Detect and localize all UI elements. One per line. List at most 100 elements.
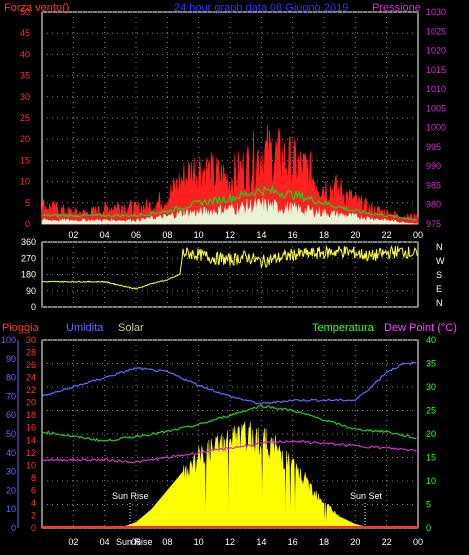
time-tick-label-top: 22 bbox=[382, 230, 392, 240]
pressure-tick-label: 990 bbox=[426, 161, 441, 171]
wind-pressure-grid bbox=[42, 11, 418, 225]
rain-tick-label: 14 bbox=[26, 435, 36, 445]
rain-tick-label: 30 bbox=[26, 335, 36, 345]
time-tick-label-top: 14 bbox=[256, 230, 266, 240]
time-tick-label-bottom: 20 bbox=[350, 537, 360, 547]
wind-speed-tick-label: 35 bbox=[20, 71, 30, 81]
rain-tick-label: 8 bbox=[31, 473, 36, 483]
humidity-legend-label: Umidita bbox=[66, 322, 104, 334]
time-tick-label-bottom: 14 bbox=[256, 537, 266, 547]
temperature-tick-label: 35 bbox=[426, 359, 436, 369]
wind-speed-tick-label: 10 bbox=[20, 177, 30, 187]
pressure-tick-label: 1030 bbox=[426, 7, 446, 17]
wind-speed-tick-label: 50 bbox=[20, 7, 30, 17]
humidity-tick-label: 0 bbox=[11, 523, 16, 533]
rain-tick-label: 16 bbox=[26, 423, 36, 433]
temperature-tick-label: 20 bbox=[426, 429, 436, 439]
humidity-axis-ticks: 0 10 20 30 40 50 60 70 80 90 100 bbox=[1, 335, 19, 533]
humidity-tick-label: 70 bbox=[6, 391, 16, 401]
bottom-series bbox=[41, 361, 418, 528]
direction-tick-label: 270 bbox=[21, 253, 36, 263]
time-axis-ticks-top: 02 04 06 08 10 12 14 16 18 20 22 00 bbox=[68, 230, 423, 240]
wind-speed-tick-label: 0 bbox=[25, 219, 30, 229]
humidity-tick-label: 30 bbox=[6, 467, 16, 477]
sun-annotations: Sun Rise Sun Set Sun Rise bbox=[112, 491, 383, 547]
humidity-tick-label: 20 bbox=[6, 485, 16, 495]
direction-tick-label: 360 bbox=[21, 237, 36, 247]
pressure-tick-label: 1000 bbox=[426, 123, 446, 133]
time-tick-label-bottom: 04 bbox=[100, 537, 110, 547]
temperature-axis-ticks: 0 5 10 15 20 25 30 35 40 bbox=[426, 335, 436, 533]
wind-speed-axis-label: Forza vento() bbox=[4, 2, 69, 14]
pressure-tick-label: 995 bbox=[426, 142, 441, 152]
pressure-tick-label: 1020 bbox=[426, 46, 446, 56]
time-tick-label-bottom: 06 bbox=[131, 537, 141, 547]
humidity-tick-label: 40 bbox=[6, 448, 16, 458]
humidity-tick-label: 90 bbox=[6, 354, 16, 364]
wind-speed-tick-label: 20 bbox=[20, 134, 30, 144]
time-tick-label-bottom: 12 bbox=[225, 537, 235, 547]
temperature-tick-label: 30 bbox=[426, 382, 436, 392]
temperature-tick-label: 15 bbox=[426, 453, 436, 463]
compass-label: W bbox=[436, 256, 445, 266]
compass-label: S bbox=[436, 270, 442, 280]
gust-series-area bbox=[41, 124, 419, 225]
wind-speed-tick-label: 30 bbox=[20, 92, 30, 102]
rain-tick-label: 4 bbox=[31, 498, 36, 508]
direction-tick-label: 0 bbox=[31, 302, 36, 312]
time-tick-label-bottom: 16 bbox=[288, 537, 298, 547]
time-tick-label-top: 06 bbox=[131, 230, 141, 240]
rain-tick-label: 28 bbox=[26, 348, 36, 358]
sun-set-annotation: Sun Set bbox=[350, 491, 383, 501]
pressure-axis-ticks: 975 980 985 990 995 1000 1005 1010 1015 1020 1025 1… bbox=[426, 7, 446, 229]
pressure-tick-label: 1010 bbox=[426, 84, 446, 94]
average-series-line bbox=[41, 184, 417, 221]
rain-tick-label: 20 bbox=[26, 398, 36, 408]
pressure-tick-label: 1005 bbox=[426, 103, 446, 113]
pressure-tick-label: 985 bbox=[426, 180, 441, 190]
time-tick-label-top: 04 bbox=[100, 230, 110, 240]
humidity-tick-label: 60 bbox=[6, 410, 16, 420]
umidita-series-line bbox=[41, 361, 417, 406]
rain-tick-label: 10 bbox=[26, 460, 36, 470]
wind-speed-tick-label: 25 bbox=[20, 113, 30, 123]
rain-tick-label: 24 bbox=[26, 373, 36, 383]
compass-label: N bbox=[436, 298, 443, 308]
time-tick-label-bottom: 00 bbox=[413, 537, 423, 547]
rain-tick-label: 18 bbox=[26, 410, 36, 420]
time-tick-label-top: 20 bbox=[350, 230, 360, 240]
dew-point-series-line bbox=[41, 439, 417, 464]
compass-label: N bbox=[436, 242, 443, 252]
pressure-tick-label: 1025 bbox=[426, 26, 446, 36]
wind-speed-tick-label: 5 bbox=[25, 198, 30, 208]
temperature-legend-label: Temperatura bbox=[312, 322, 375, 334]
pressure-axis-label: Pressione bbox=[372, 2, 421, 14]
wind-speed-tick-label: 45 bbox=[20, 28, 30, 38]
humidity-tick-label: 80 bbox=[6, 373, 16, 383]
sun-rise-axis-annotation: Sun Rise bbox=[116, 537, 153, 547]
wind-speed-axis-ticks: 0 5 10 15 20 25 30 35 40 45 50 bbox=[20, 7, 30, 229]
time-tick-label-top: 02 bbox=[68, 230, 78, 240]
direction-tick-label: 180 bbox=[21, 270, 36, 280]
time-tick-label-top: 08 bbox=[162, 230, 172, 240]
time-tick-label-bottom: 10 bbox=[194, 537, 204, 547]
temperature-tick-label: 5 bbox=[426, 500, 431, 510]
wind-speed-tick-label: 40 bbox=[20, 49, 30, 59]
humidity-tick-label: 100 bbox=[1, 335, 16, 345]
rain-legend-label: Pioggia bbox=[2, 322, 40, 334]
time-tick-label-top: 12 bbox=[225, 230, 235, 240]
pressure-tick-label: 1015 bbox=[426, 65, 446, 75]
rain-tick-label: 2 bbox=[31, 510, 36, 520]
time-tick-label-top: 00 bbox=[413, 230, 423, 240]
temperature-tick-label: 0 bbox=[426, 523, 431, 533]
rain-tick-label: 0 bbox=[31, 523, 36, 533]
time-tick-label-bottom: 08 bbox=[162, 537, 172, 547]
temperatura-series-line bbox=[41, 404, 417, 442]
time-tick-label-bottom: 02 bbox=[68, 537, 78, 547]
wind-pressure-series bbox=[41, 124, 419, 225]
time-tick-label-top: 16 bbox=[288, 230, 298, 240]
